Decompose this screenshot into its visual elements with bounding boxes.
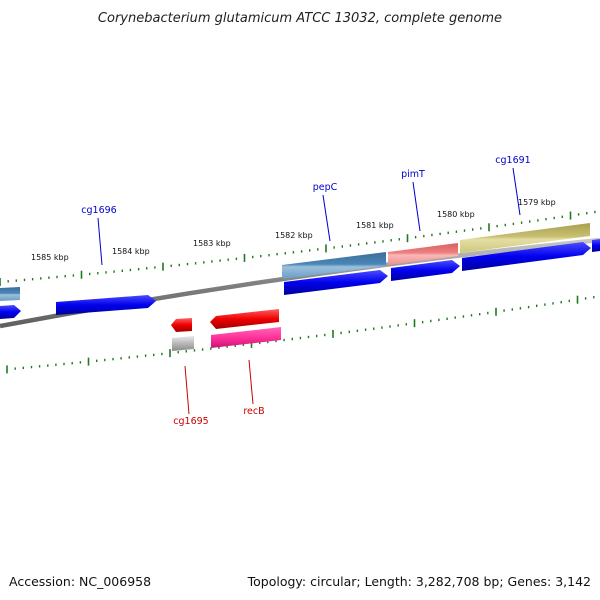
tick-label-1584: 1584 kbp <box>112 247 150 256</box>
accession-text: Accession: NC_006958 <box>9 574 151 589</box>
genome-summary-text: Topology: circular; Length: 3,282,708 bp… <box>247 574 591 589</box>
cds-arrow-right-edge[interactable] <box>592 239 600 252</box>
leader-line-cg1696 <box>97 217 103 266</box>
gene-feature-cg1691[interactable] <box>460 223 590 253</box>
leader-line-pimT <box>412 181 421 232</box>
gene-label-cg1691[interactable]: cg1691 <box>495 155 530 166</box>
cds-arrow-cg1695[interactable] <box>171 318 192 332</box>
cds-arrow-recB[interactable] <box>210 309 279 329</box>
gene-label-pepC[interactable]: pepC <box>313 182 338 193</box>
cds-arrow-pimT[interactable] <box>391 260 460 281</box>
tick-label-1582: 1582 kbp <box>275 231 313 240</box>
leader-line-cg1695 <box>184 365 190 415</box>
gene-label-cg1696[interactable]: cg1696 <box>81 205 116 216</box>
gene-feature-steel-left[interactable] <box>0 287 20 301</box>
gene-label-cg1695[interactable]: cg1695 <box>173 416 208 427</box>
gene-label-pimT[interactable]: pimT <box>401 169 425 180</box>
leader-line-cg1691 <box>512 167 521 216</box>
tick-label-1581: 1581 kbp <box>356 221 394 230</box>
tick-label-1580: 1580 kbp <box>437 210 475 219</box>
tick-label-1585: 1585 kbp <box>31 253 69 262</box>
gene-feature-pimT[interactable] <box>388 243 458 265</box>
leader-line-pepC <box>322 194 331 242</box>
cds-arrow-pepC[interactable] <box>284 270 388 295</box>
tick-label-1579: 1579 kbp <box>518 198 556 207</box>
gene-feature-recB[interactable] <box>211 327 281 348</box>
leader-line-recB <box>248 359 254 405</box>
cds-arrow-left-edge[interactable] <box>0 305 21 319</box>
tick-label-1583: 1583 kbp <box>193 239 231 248</box>
page-title: Corynebacterium glutamicum ATCC 13032, c… <box>98 11 502 26</box>
cds-arrow-cg1696[interactable] <box>56 295 156 315</box>
gene-feature-pepC[interactable] <box>282 252 386 279</box>
gene-feature-cg1695[interactable] <box>172 336 194 351</box>
cds-arrow-cg1691[interactable] <box>462 242 591 271</box>
tick-track-outer <box>0 210 596 286</box>
gene-label-recB[interactable]: recB <box>243 406 264 417</box>
